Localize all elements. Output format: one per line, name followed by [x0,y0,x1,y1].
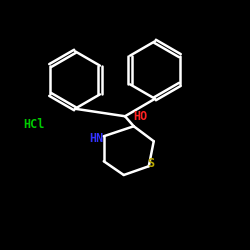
Text: HO: HO [133,110,147,123]
Text: S: S [148,157,155,170]
Text: HN: HN [89,132,104,145]
Text: HCl: HCl [23,118,44,132]
